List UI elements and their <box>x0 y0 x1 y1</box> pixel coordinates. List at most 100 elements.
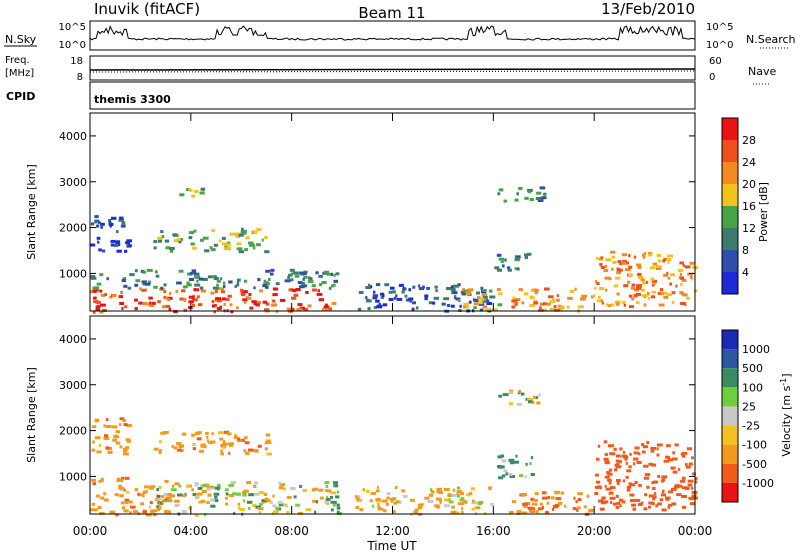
echo-cell <box>619 504 622 508</box>
echo-cell <box>156 508 161 511</box>
echo-cell <box>388 298 394 301</box>
echo-cell <box>524 196 529 200</box>
echo-cell <box>382 303 388 307</box>
echo-cell <box>667 276 671 280</box>
velocity-y-axis: 1000 2000 3000 4000 <box>59 333 695 483</box>
echo-cell <box>515 255 521 259</box>
echo-cell <box>148 296 153 300</box>
echo-cell <box>680 479 685 483</box>
echo-cell <box>671 301 675 304</box>
echo-cell <box>596 282 600 285</box>
colorbar-tick-label: 4 <box>742 266 749 279</box>
echo-cell <box>657 259 662 263</box>
echo-cell <box>693 496 698 500</box>
echo-cell <box>115 430 120 434</box>
echo-cell <box>500 454 504 458</box>
echo-cell <box>577 506 581 510</box>
echo-cell <box>112 438 117 442</box>
nsky-trace-line <box>89 25 696 41</box>
nave-tick-top: 60 <box>709 56 722 67</box>
echo-cell <box>623 284 629 288</box>
echo-cell <box>170 488 177 492</box>
echo-cell <box>323 305 330 309</box>
echo-cell <box>448 498 451 502</box>
echo-cell <box>213 277 219 280</box>
echo-cell <box>241 227 244 231</box>
echo-cell <box>124 305 128 309</box>
echo-cell <box>256 228 262 232</box>
echo-cell <box>655 504 658 508</box>
echo-cell <box>436 490 440 494</box>
echo-cell <box>169 249 174 253</box>
echo-cell <box>226 298 230 302</box>
colorbar-swatch <box>722 444 738 464</box>
nsky-ytick-top-left: 10^5 <box>59 22 86 33</box>
echo-cell <box>123 447 128 451</box>
echo-cell <box>516 402 522 406</box>
echo-cell <box>288 273 293 277</box>
echo-cell <box>604 484 607 488</box>
echo-cell <box>651 295 656 299</box>
echo-cell <box>679 273 683 276</box>
echo-cell <box>320 496 324 500</box>
echo-cell <box>642 294 648 297</box>
echo-cell <box>597 485 602 489</box>
echo-cell <box>191 488 194 492</box>
echo-cell <box>477 296 481 300</box>
echo-cell <box>682 451 688 455</box>
echo-cell <box>527 252 532 256</box>
echo-cell <box>391 497 397 501</box>
echo-cell <box>263 282 266 286</box>
echo-cell <box>193 272 200 276</box>
echo-cell <box>223 247 227 251</box>
echo-cell <box>99 310 104 314</box>
echo-cell <box>216 287 220 290</box>
echo-cell <box>109 510 116 514</box>
echo-cell <box>196 437 202 441</box>
echo-cell <box>509 475 515 478</box>
echo-cell <box>120 501 125 505</box>
echo-cell <box>103 498 109 502</box>
echo-cell <box>226 247 230 251</box>
echo-cell <box>264 236 268 240</box>
echo-cell <box>118 486 124 490</box>
echo-cell <box>505 472 509 476</box>
echo-cell <box>148 486 155 490</box>
echo-cell <box>657 502 662 506</box>
echo-cell <box>195 495 200 499</box>
echo-cell <box>509 461 515 465</box>
echo-cell <box>212 275 216 279</box>
echo-cell <box>372 296 378 300</box>
echo-cell <box>134 269 138 273</box>
echo-cell <box>456 486 460 490</box>
echo-cell <box>636 286 642 290</box>
echo-cell <box>198 277 204 281</box>
ytick-label: 4000 <box>59 130 87 143</box>
echo-cell <box>243 300 247 304</box>
echo-cell <box>375 489 380 493</box>
echo-cell <box>130 505 136 509</box>
echo-cell <box>489 289 493 293</box>
echo-cell <box>450 304 455 308</box>
echo-cell <box>438 498 442 502</box>
colorbar-tick-label: 100 <box>742 381 763 394</box>
echo-cell <box>163 290 167 294</box>
echo-cell <box>335 495 340 499</box>
echo-cell <box>272 494 275 498</box>
echo-cell <box>143 490 148 494</box>
echo-cell <box>695 477 698 480</box>
echo-cell <box>432 301 436 305</box>
echo-cell <box>178 240 182 244</box>
echo-cell <box>688 496 694 500</box>
echo-cell <box>230 481 237 484</box>
echo-cell <box>318 274 323 278</box>
echo-cell <box>124 498 130 502</box>
echo-cell <box>153 240 158 244</box>
echo-cell <box>221 297 227 301</box>
echo-cell <box>470 487 475 491</box>
echo-cell <box>551 507 555 511</box>
echo-cell <box>524 475 527 479</box>
echo-cell <box>615 505 620 509</box>
echo-cell <box>498 476 503 480</box>
echo-cell <box>640 501 644 505</box>
